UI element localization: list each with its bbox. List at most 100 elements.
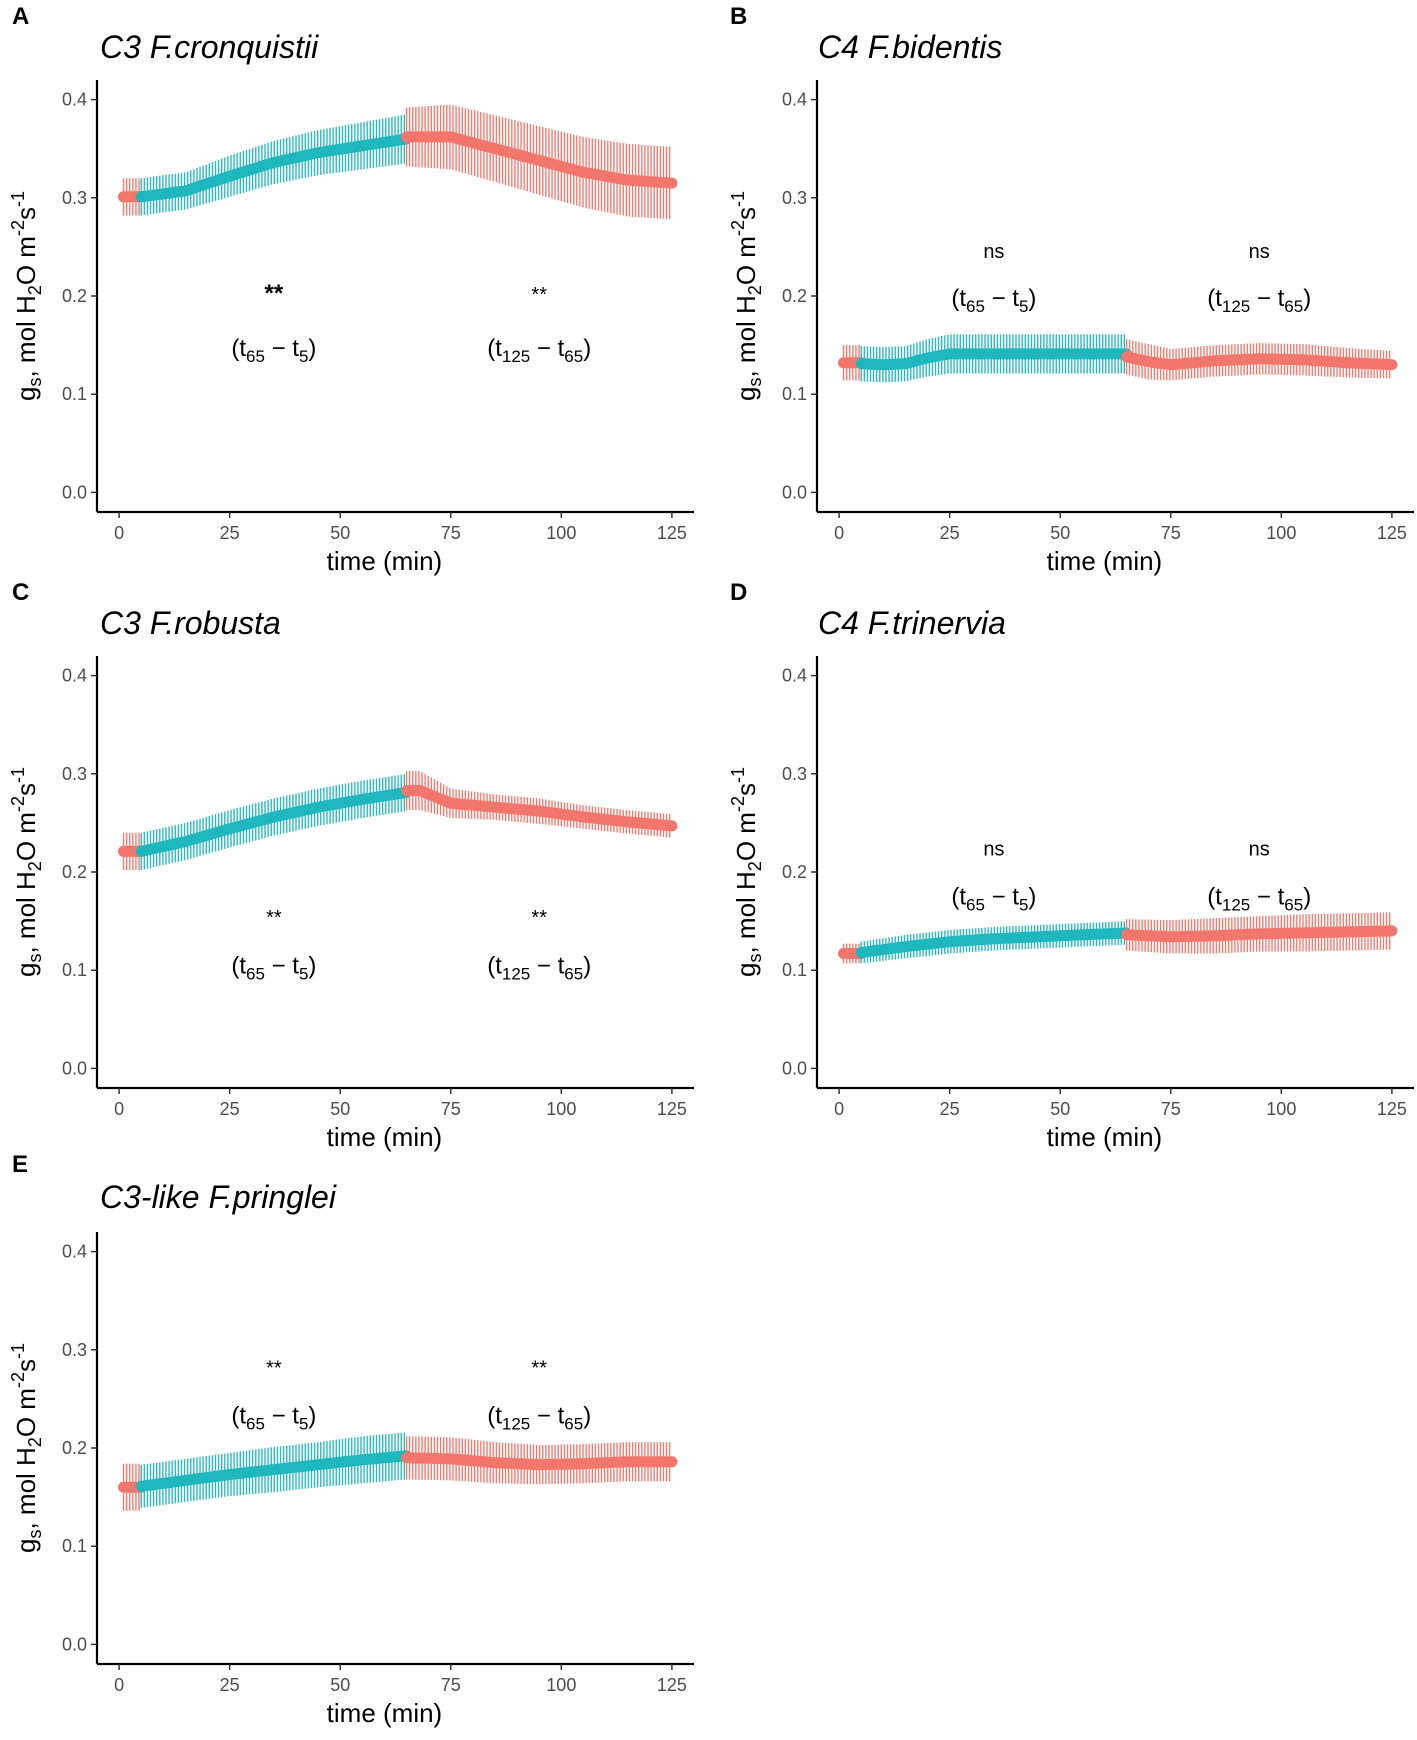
- x-tick-label: 25: [220, 523, 240, 543]
- y-tick-label: 0.1: [782, 384, 807, 404]
- x-tick-label: 75: [441, 523, 461, 543]
- cmp-sub-b: 65: [564, 1415, 583, 1434]
- series-line: [855, 927, 1133, 958]
- cmp-sub-a: 65: [966, 297, 985, 316]
- y-label-g: g: [11, 963, 41, 977]
- cmp-minus: − t: [985, 285, 1019, 312]
- x-tick-label: 0: [114, 523, 124, 543]
- significance-label: **: [266, 907, 282, 929]
- y-label-sup-m: -2: [8, 796, 28, 812]
- cmp-open: (t: [487, 1403, 502, 1430]
- cmp-minus: − t: [530, 952, 564, 979]
- y-tick-label: 0.0: [782, 482, 807, 502]
- cmp-sub-a: 65: [246, 1415, 265, 1434]
- y-label-mid: , mol H: [731, 871, 761, 953]
- x-axis-title: time (min): [1047, 546, 1163, 576]
- x-tick-label: 0: [834, 1099, 844, 1119]
- series-t65-t125: [401, 104, 678, 220]
- y-label-sub-2: 2: [25, 1437, 45, 1447]
- x-axis-title: time (min): [327, 1122, 443, 1152]
- y-tick-label: 0.3: [62, 764, 87, 784]
- cmp-open: (t: [231, 1403, 246, 1430]
- panel-letter: B: [730, 3, 747, 30]
- y-label-mid: , mol H: [11, 295, 41, 377]
- panel-letter: D: [730, 579, 747, 606]
- comparison-label: (t65 − t5): [951, 884, 1036, 915]
- x-tick-label: 25: [220, 1675, 240, 1695]
- cmp-sub-a: 125: [1222, 297, 1250, 316]
- y-tick-label: 0.4: [62, 90, 87, 110]
- cmp-open: (t: [1207, 285, 1222, 312]
- x-tick-label: 75: [1161, 1099, 1181, 1119]
- x-tick-label: 50: [330, 1675, 350, 1695]
- cmp-open: (t: [1207, 884, 1222, 911]
- y-label-sup-m: -2: [728, 796, 748, 812]
- significance-label: ns: [1249, 241, 1270, 263]
- cmp-open: (t: [951, 884, 966, 911]
- x-tick-label: 125: [657, 1675, 687, 1695]
- panel-letter: C: [12, 579, 29, 606]
- panel-letter: A: [12, 3, 29, 30]
- cmp-sub-a: 65: [966, 896, 985, 915]
- x-tick-label: 75: [441, 1099, 461, 1119]
- x-tick-label: 0: [114, 1675, 124, 1695]
- significance-label: ns: [983, 241, 1004, 263]
- y-label-o: O m: [11, 812, 41, 861]
- cmp-sub-b: 65: [1284, 297, 1303, 316]
- series-line: [135, 787, 413, 857]
- y-tick-label: 0.4: [62, 1242, 87, 1262]
- cmp-minus: − t: [1250, 285, 1284, 312]
- annotation: ** (t125 − t65): [487, 284, 591, 366]
- x-tick-label: 25: [940, 1099, 960, 1119]
- y-tick-label: 0.1: [782, 960, 807, 980]
- annotation: ns (t125 − t65): [1207, 838, 1311, 914]
- y-label-sup-s: -1: [728, 191, 748, 207]
- cmp-sub-b: 5: [299, 964, 308, 983]
- y-label-s: s: [11, 1359, 41, 1372]
- y-label-sub-s: s: [25, 1530, 45, 1539]
- annotation: ns (t125 − t65): [1207, 241, 1311, 316]
- series-t5-t65: [855, 921, 1133, 964]
- panel-title: C4 F.bidentis: [818, 29, 1002, 65]
- annotation: ** (t65 − t5): [231, 1358, 316, 1434]
- x-tick-label: 25: [940, 523, 960, 543]
- comparison-label: (t65 − t5): [951, 285, 1036, 316]
- cmp-sub-a: 65: [246, 347, 265, 366]
- series-line: [401, 131, 678, 189]
- cmp-minus: − t: [530, 335, 564, 362]
- x-tick-label: 125: [1377, 1099, 1407, 1119]
- x-axis-title: time (min): [327, 1698, 443, 1728]
- significance-label: **: [531, 1358, 547, 1380]
- cmp-minus: − t: [530, 1403, 564, 1430]
- y-tick-label: 0.2: [782, 286, 807, 306]
- y-tick-label: 0.2: [782, 862, 807, 882]
- series-t5-t65: [855, 334, 1133, 383]
- cmp-minus: − t: [265, 952, 299, 979]
- cmp-close: ): [1303, 884, 1311, 911]
- x-tick-label: 0: [834, 523, 844, 543]
- cmp-minus: − t: [265, 1403, 299, 1430]
- y-label-o: O m: [11, 236, 41, 285]
- x-tick-label: 75: [1161, 523, 1181, 543]
- x-tick-label: 50: [1050, 1099, 1070, 1119]
- series-t5-t65: [135, 114, 413, 216]
- y-tick-label: 0.0: [782, 1058, 807, 1078]
- cmp-open: (t: [951, 285, 966, 312]
- y-label-mid: , mol H: [731, 295, 761, 377]
- cmp-minus: − t: [1250, 884, 1284, 911]
- series-t65-t125: [401, 1436, 678, 1485]
- cmp-sub-a: 125: [502, 347, 530, 366]
- annotation: ** (t65 − t5): [231, 907, 316, 983]
- y-tick-label: 0.2: [62, 862, 87, 882]
- series-line: [855, 348, 1133, 371]
- annotation: ** (t65 − t5): [231, 280, 316, 366]
- panel-title: C3 F.cronquistii: [100, 29, 319, 65]
- y-label-sup-s: -1: [8, 1343, 28, 1359]
- y-tick-label: 0.3: [62, 1340, 87, 1360]
- x-axis-title: time (min): [1047, 1122, 1163, 1152]
- series-t65-t125: [1121, 339, 1398, 381]
